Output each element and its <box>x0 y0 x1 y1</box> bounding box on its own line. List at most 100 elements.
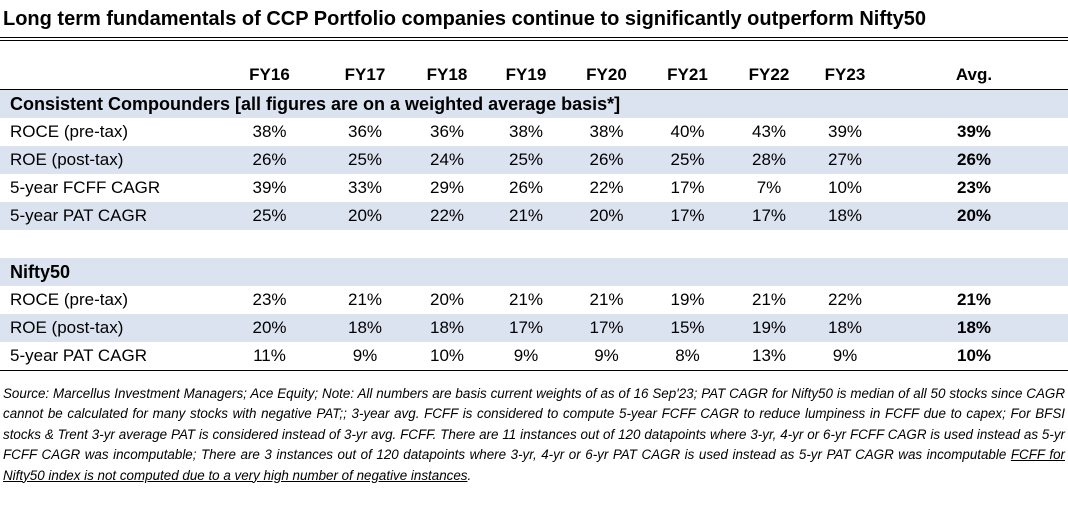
table-row: 5-year PAT CAGR 25% 20% 22% 21% 20% 17% … <box>0 202 1068 230</box>
cell: 9% <box>322 342 408 371</box>
cell: 10% <box>827 178 863 197</box>
cell: 21% <box>508 290 544 309</box>
avg-cell: 18% <box>880 314 1068 342</box>
header-spacer <box>0 61 217 90</box>
cell: 36% <box>429 122 465 141</box>
spacer-cell <box>0 230 1068 258</box>
row-label: ROE (post-tax) <box>0 314 217 342</box>
cell: 22% <box>408 202 486 230</box>
cell: 18% <box>408 314 486 342</box>
cell: 39% <box>827 122 863 141</box>
cell: 11% <box>217 342 322 371</box>
avg-cell: 10% <box>880 342 1068 371</box>
cell: 22% <box>827 290 863 309</box>
cell: 21% <box>751 290 787 309</box>
cell: 9% <box>810 342 880 371</box>
source-footnote: Source: Marcellus Investment Managers; A… <box>3 384 1065 486</box>
row-label: 5-year PAT CAGR <box>0 202 217 230</box>
page-title: Long term fundamentals of CCP Portfolio … <box>3 8 927 30</box>
cell: 27% <box>810 146 880 174</box>
cell: 15% <box>647 314 728 342</box>
col-header-avg: Avg. <box>880 61 1068 90</box>
cell: 18% <box>810 314 880 342</box>
avg-cell: 39% <box>956 122 992 141</box>
cell: 19% <box>670 290 705 309</box>
cell: 39% <box>252 178 287 197</box>
cell: 43% <box>751 122 787 141</box>
table-row: ROCE (pre-tax) 38% 36% 36% 38% 38% 40% 4… <box>0 118 1068 146</box>
table-row: ROCE (pre-tax) 23% 21% 20% 21% 21% 19% 2… <box>0 286 1068 314</box>
cell: 28% <box>728 146 810 174</box>
row-label: 5-year FCFF CAGR <box>10 178 161 197</box>
section-title: Nifty50 <box>0 258 1068 286</box>
col-header: FY21 <box>647 61 728 90</box>
cell: 26% <box>508 178 544 197</box>
cell: 18% <box>322 314 408 342</box>
cell: 10% <box>408 342 486 371</box>
cell: 20% <box>322 202 408 230</box>
cell: 25% <box>322 146 408 174</box>
table-row: 5-year PAT CAGR 11% 9% 10% 9% 9% 8% 13% … <box>0 342 1068 371</box>
avg-cell: 21% <box>956 290 992 309</box>
cell: 24% <box>408 146 486 174</box>
row-label: 5-year PAT CAGR <box>0 342 217 371</box>
col-header: FY17 <box>322 61 408 90</box>
source-underlined-text: FCFF for Nifty50 index is not computed d… <box>3 447 1065 483</box>
col-header: FY18 <box>408 61 486 90</box>
row-label: ROCE (pre-tax) <box>10 122 129 141</box>
cell: 19% <box>728 314 810 342</box>
cell: 21% <box>589 290 624 309</box>
cell: 21% <box>486 202 566 230</box>
cell: 20% <box>217 314 322 342</box>
cell: 7% <box>756 178 782 197</box>
cell: 20% <box>429 290 465 309</box>
cell: 25% <box>486 146 566 174</box>
cell: 22% <box>589 178 624 197</box>
avg-cell: 20% <box>880 202 1068 230</box>
cell: 13% <box>728 342 810 371</box>
cell: 17% <box>670 178 705 197</box>
cell: 26% <box>566 146 647 174</box>
cell: 38% <box>508 122 544 141</box>
cell: 21% <box>347 290 383 309</box>
title-divider-bottom <box>0 40 1068 41</box>
cell: 17% <box>566 314 647 342</box>
section-header-nifty50: Nifty50 <box>0 258 1068 286</box>
row-label: ROCE (pre-tax) <box>10 290 129 309</box>
avg-cell: 23% <box>956 178 992 197</box>
source-end: . <box>467 467 472 483</box>
col-header: FY22 <box>728 61 810 90</box>
col-header: FY16 <box>217 61 322 90</box>
cell: 36% <box>347 122 383 141</box>
cell: 38% <box>589 122 624 141</box>
cell: 33% <box>347 178 383 197</box>
cell: 29% <box>429 178 465 197</box>
col-header: FY20 <box>566 61 647 90</box>
cell: 17% <box>647 202 728 230</box>
table-row: ROE (post-tax) 20% 18% 18% 17% 17% 15% 1… <box>0 314 1068 342</box>
table-row: ROE (post-tax) 26% 25% 24% 25% 26% 25% 2… <box>0 146 1068 174</box>
cell: 8% <box>647 342 728 371</box>
cell: 9% <box>566 342 647 371</box>
source-text: Source: Marcellus Investment Managers; A… <box>3 386 1065 463</box>
cell: 40% <box>670 122 705 141</box>
cell: 38% <box>252 122 287 141</box>
cell: 26% <box>217 146 322 174</box>
cell: 17% <box>728 202 810 230</box>
avg-cell: 26% <box>880 146 1068 174</box>
cell: 20% <box>566 202 647 230</box>
cell: 9% <box>486 342 566 371</box>
col-header: FY19 <box>486 61 566 90</box>
cell: 17% <box>486 314 566 342</box>
col-header: FY23 <box>810 61 880 90</box>
cell: 18% <box>810 202 880 230</box>
title-divider-top <box>0 37 1068 38</box>
cell: 25% <box>217 202 322 230</box>
section-header-consistent-compounders: Consistent Compounders [all figures are … <box>0 89 1068 118</box>
row-label: ROE (post-tax) <box>0 146 217 174</box>
section-title: Consistent Compounders [all figures are … <box>0 89 1068 118</box>
header-row: FY16 FY17 FY18 FY19 FY20 FY21 FY22 FY23 … <box>0 61 1068 90</box>
table-row: 5-year FCFF CAGR 39% 33% 29% 26% 22% 17%… <box>0 174 1068 202</box>
spacer-row <box>0 230 1068 258</box>
fundamentals-table: FY16 FY17 FY18 FY19 FY20 FY21 FY22 FY23 … <box>0 61 1068 371</box>
